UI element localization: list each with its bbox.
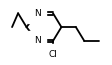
Text: N: N (34, 9, 41, 18)
Text: N: N (34, 36, 41, 45)
Text: Cl: Cl (49, 50, 57, 59)
